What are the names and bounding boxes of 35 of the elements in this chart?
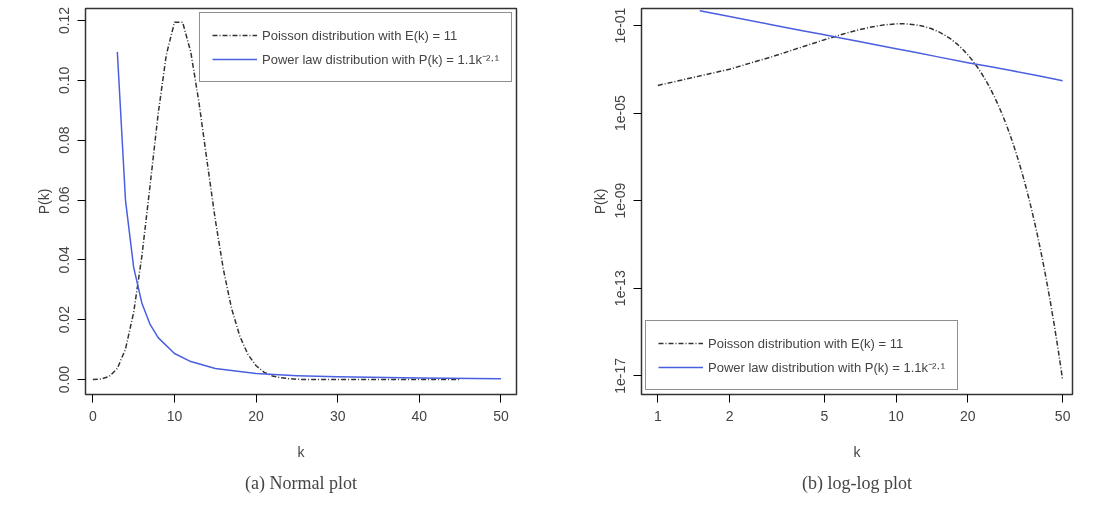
y-tick-label: 0.00 (56, 365, 73, 394)
legend-label: Poisson distribution with E(k) = 11 (262, 27, 458, 43)
line-series (116, 51, 502, 380)
x-tick-label: 10 (166, 407, 183, 424)
x-tick-label: 5 (820, 407, 829, 424)
x-tick-label: 20 (248, 407, 265, 424)
y-tick-label: 1e-05 (612, 94, 629, 132)
x-tick-label: 1 (653, 407, 662, 424)
text: (b) log-log plot (802, 472, 913, 494)
y-tick-label: 0.04 (56, 246, 73, 274)
y-tick-label: 0.06 (56, 186, 73, 214)
y-tick-label: 1e-01 (612, 7, 629, 44)
y-tick-label: 0.02 (56, 305, 73, 334)
y-tick-label: 1e-09 (612, 182, 629, 219)
legend-label: Power law distribution with P(k) = 1.1k⁻²·¹ (708, 359, 945, 376)
y-axis-title: P(k) (591, 188, 608, 215)
x-tick-label: 50 (1054, 407, 1071, 424)
x-tick-label: 40 (411, 407, 428, 424)
x-tick-label: 0 (88, 407, 97, 424)
y-tick-label: 1e-17 (612, 357, 629, 394)
x-axis-title: k (297, 443, 306, 460)
legend-label: Poisson distribution with E(k) = 11 (708, 335, 904, 351)
y-tick-label: 0.08 (56, 126, 73, 154)
y-axis-title: P(k) (35, 188, 52, 215)
legend-label: Power law distribution with P(k) = 1.1k⁻²·¹ (262, 51, 499, 68)
x-tick-label: 30 (329, 407, 346, 424)
x-tick-label: 2 (725, 407, 734, 424)
y-tick-label: 0.10 (56, 66, 73, 94)
text: (a) Normal plot (245, 472, 357, 494)
x-tick-label: 50 (493, 407, 509, 424)
x-tick-label: 20 (960, 407, 976, 424)
x-tick-label: 10 (888, 407, 905, 424)
y-tick-label: 1e-13 (612, 270, 629, 307)
y-tick-label: 0.12 (56, 6, 73, 35)
x-axis-title: k (853, 443, 862, 460)
